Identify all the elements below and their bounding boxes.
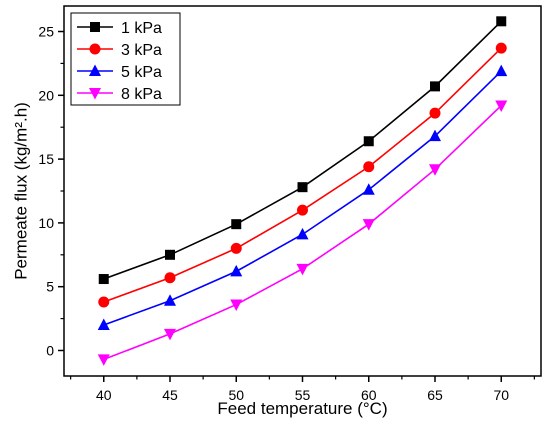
x-tick-label: 45 [162,387,178,403]
data-point [363,136,374,147]
data-point [429,107,441,119]
data-point [97,318,110,330]
legend-marker [89,88,101,100]
legend-label: 8 kPa [121,86,162,103]
data-point [496,16,507,27]
data-point [429,164,441,176]
series-2 [97,64,508,330]
data-point [165,249,175,260]
data-point [231,219,242,230]
data-point [98,296,110,308]
data-point [495,42,507,54]
series-0 [98,16,507,285]
legend-label: 5 kPa [121,64,162,81]
data-point [429,129,441,142]
y-tick-label: 20 [38,87,54,103]
data-point [362,219,375,231]
data-point [97,354,110,366]
legend-marker [90,22,100,32]
data-point [230,299,243,312]
x-tick-label: 40 [96,387,112,403]
legend-marker [89,43,101,55]
y-tick-label: 15 [38,151,54,167]
legend-box [70,12,181,106]
data-point [164,328,176,341]
x-tick-label: 60 [361,387,377,403]
x-tick-label: 70 [493,387,509,403]
legend-item: 5 kPa [77,64,162,81]
data-point [297,204,308,216]
y-tick-label: 25 [38,24,54,40]
plot-layer [97,16,508,366]
legend-marker [89,64,101,76]
axes: 40 45 50 55 60 65 70 0 5 10 15 20 25 [38,5,542,403]
data-point [98,274,109,285]
x-axis-title: Feed temperature (°C) [217,399,387,418]
x-tick-label: 55 [295,387,311,403]
legend-label: 3 kPa [121,42,162,59]
legend-item: 8 kPa [77,86,162,103]
x-tick-label: 65 [427,387,443,403]
data-point [495,100,508,113]
legend-item: 1 kPa [77,20,162,37]
data-point [495,64,508,77]
data-point [230,264,243,277]
data-point [297,182,308,193]
data-point [430,81,440,92]
data-point [296,227,309,240]
y-tick-label: 10 [38,215,54,231]
legend-label: 1 kPa [121,20,162,37]
data-point [230,242,242,254]
data-point [362,183,375,195]
y-tick-label: 0 [46,342,54,358]
legend-item: 3 kPa [77,42,162,59]
y-axis-title: Permeate flux (kg/m².h) [11,102,30,280]
data-point [164,272,176,284]
data-point [164,294,176,306]
data-point [296,263,309,276]
series-line [103,70,502,326]
x-tick-label: 50 [228,387,244,403]
legend: 1 kPa 3 kPa 5 kPa 8 kPa [70,12,181,106]
y-tick-label: 5 [46,279,54,295]
data-point [363,161,375,173]
series-1 [98,42,507,308]
series-3 [97,100,508,366]
